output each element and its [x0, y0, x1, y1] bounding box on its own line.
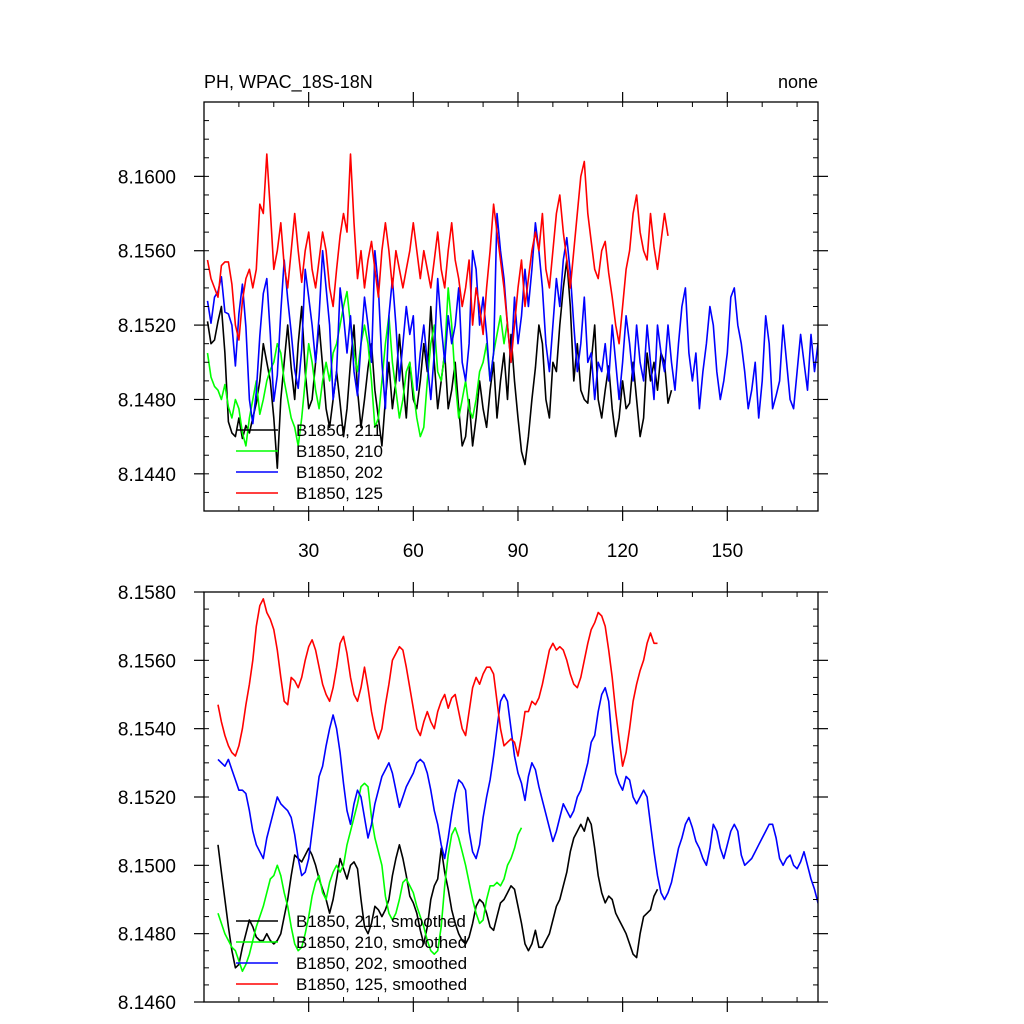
legend-label: B1850, 210, smoothed	[296, 933, 467, 952]
legend-label: B1850, 210	[296, 442, 383, 461]
series-line-0	[217, 816, 659, 969]
title-right: none	[778, 72, 818, 92]
y-tick-label: 8.1580	[118, 583, 176, 604]
bottom-legend: B1850, 211, smoothed B1850, 210, smoothed…	[236, 912, 467, 994]
top-legend: B1850, 211 B1850, 210 B1850, 202 B1850, 125	[236, 421, 383, 503]
y-tick-label: 8.1560	[118, 242, 176, 263]
y-tick-label: 8.1520	[118, 788, 176, 809]
legend-label: B1850, 125, smoothed	[296, 975, 467, 994]
y-tick-label: 8.1560	[118, 651, 176, 672]
bottom-panel: 8.1460 8.1480 8.1500 8.1520 8.1540 8.1560 8.15…	[118, 582, 828, 1014]
legend-label: B1850, 125	[296, 484, 383, 503]
y-tick-label: 8.1520	[118, 316, 176, 337]
legend-label: B1850, 211, smoothed	[296, 912, 466, 931]
legend-label: B1850, 211	[296, 421, 382, 440]
y-tick-label: 8.1600	[118, 167, 176, 188]
series-lines	[217, 597, 818, 973]
legend-label: B1850, 202	[296, 463, 383, 482]
series-line-1	[217, 782, 523, 973]
series-line-2	[217, 686, 818, 904]
bottom-plot-area: 8.1460 8.1480 8.1500 8.1520 8.1540 8.1560 8.15…	[118, 582, 828, 1014]
x-tick-label: 150	[711, 541, 743, 562]
series-line-0	[206, 259, 673, 470]
series-line-3	[206, 153, 669, 364]
top-panel: PH, WPAC_18S-18N none 30 60 90 120 150 8.1440…	[118, 72, 828, 562]
y-tick-label: 8.1500	[118, 856, 176, 877]
y-tick-label: 8.1460	[118, 993, 176, 1014]
series-line-1	[206, 287, 509, 447]
x-tick-label: 60	[403, 541, 424, 562]
y-tick-label: 8.1480	[118, 390, 176, 411]
series-line-2	[206, 212, 818, 425]
x-tick-label: 30	[298, 541, 319, 562]
top-plot-area: 30 60 90 120 150 8.1440 8.1480 8.1520 8.1560 8.16…	[118, 92, 828, 562]
x-tick-label: 90	[507, 541, 528, 562]
x-tick-label: 120	[607, 541, 639, 562]
y-tick-label: 8.1440	[118, 465, 176, 486]
y-tick-label: 8.1540	[118, 720, 176, 741]
series-lines	[206, 153, 818, 470]
legend-label: B1850, 202, smoothed	[296, 954, 467, 973]
y-tick-label: 8.1480	[118, 925, 176, 946]
title-left: PH, WPAC_18S-18N	[204, 72, 373, 93]
series-line-3	[217, 597, 658, 768]
